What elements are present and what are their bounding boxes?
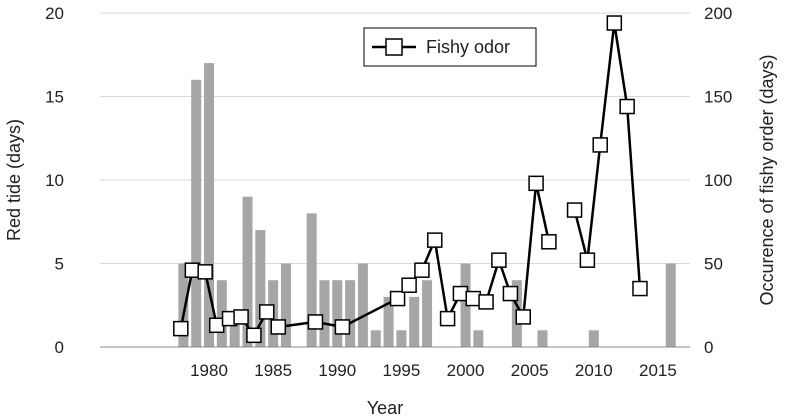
x-tick-label: 2000 — [447, 361, 485, 380]
bar — [191, 79, 202, 348]
data-point — [389, 290, 406, 307]
y-right-tick-label: 50 — [704, 255, 723, 274]
data-point — [258, 304, 275, 320]
x-axis: 1980 1985 1990 1995 2000 2005 2010 2015 — [100, 346, 690, 380]
bar — [409, 296, 420, 347]
data-point — [502, 285, 519, 302]
legend: Fishy odor — [363, 27, 537, 67]
y-right-tick-label: 100 — [704, 171, 732, 190]
y-right-tick-label: 150 — [704, 88, 732, 107]
legend-label-fishy-odor: Fishy odor — [426, 37, 510, 57]
bar — [255, 230, 266, 347]
bar — [242, 196, 253, 347]
y-axis-left: 0 5 10 15 20 — [45, 4, 64, 357]
data-point — [452, 285, 469, 302]
data-point — [334, 319, 351, 335]
series-line — [573, 22, 642, 289]
bar — [229, 313, 240, 347]
y-right-tick-label: 0 — [704, 338, 713, 357]
data-point — [414, 262, 430, 278]
bar — [665, 263, 676, 347]
data-point — [632, 280, 648, 297]
bar — [537, 330, 548, 347]
data-point — [246, 327, 262, 344]
y-left-tick-label: 10 — [45, 171, 64, 190]
data-point — [208, 317, 225, 334]
data-point — [619, 98, 635, 115]
bar — [357, 263, 368, 347]
x-tick-label: 2010 — [575, 361, 613, 380]
y-axis-right: 0 50 100 150 200 — [704, 4, 732, 357]
data-point — [541, 234, 557, 250]
y-left-tick-label: 20 — [45, 4, 64, 23]
data-point — [606, 15, 623, 31]
markers-fishy-odor — [173, 15, 648, 344]
bar — [319, 280, 330, 347]
bar — [370, 330, 381, 347]
y-left-tick-label: 0 — [55, 338, 64, 357]
bar — [280, 263, 291, 347]
y-right-tick-label: 200 — [704, 4, 732, 23]
data-point — [491, 252, 507, 268]
x-tick-label: 2005 — [511, 361, 549, 380]
data-point — [173, 320, 189, 337]
data-point — [478, 294, 494, 310]
data-point — [307, 314, 324, 330]
data-point — [439, 310, 456, 327]
bar — [473, 330, 484, 347]
x-tick-label: 1980 — [190, 361, 228, 380]
bar — [396, 330, 407, 347]
bar — [422, 280, 433, 347]
bar — [383, 296, 394, 347]
y-left-tick-label: 15 — [45, 88, 64, 107]
bar — [204, 63, 215, 347]
x-tick-label: 1995 — [382, 361, 420, 380]
data-point — [197, 264, 213, 280]
data-point — [528, 175, 544, 192]
bar-series-red-tide — [178, 63, 676, 348]
data-point — [184, 262, 201, 278]
y-axis-left-title: Red tide (days) — [4, 119, 24, 241]
data-point — [401, 277, 417, 293]
data-point — [465, 290, 481, 307]
bar — [345, 280, 356, 347]
data-point — [515, 309, 532, 325]
data-point — [566, 202, 583, 218]
data-point — [427, 232, 443, 248]
bar — [588, 330, 599, 347]
x-axis-title: Year — [367, 398, 403, 418]
x-tick-label: 1985 — [254, 361, 292, 380]
data-point — [592, 137, 608, 153]
data-point — [233, 309, 249, 325]
x-tick-label: 2015 — [639, 361, 677, 380]
x-tick-label: 1990 — [318, 361, 356, 380]
data-point — [270, 319, 287, 335]
data-point — [579, 252, 596, 268]
y-axis-right-title: Occurence of fishy order (days) — [757, 54, 777, 305]
bar — [306, 213, 317, 347]
bar — [178, 263, 189, 347]
legend-marker-swatch — [385, 38, 403, 56]
y-left-tick-label: 5 — [55, 255, 64, 274]
bar — [332, 280, 343, 347]
